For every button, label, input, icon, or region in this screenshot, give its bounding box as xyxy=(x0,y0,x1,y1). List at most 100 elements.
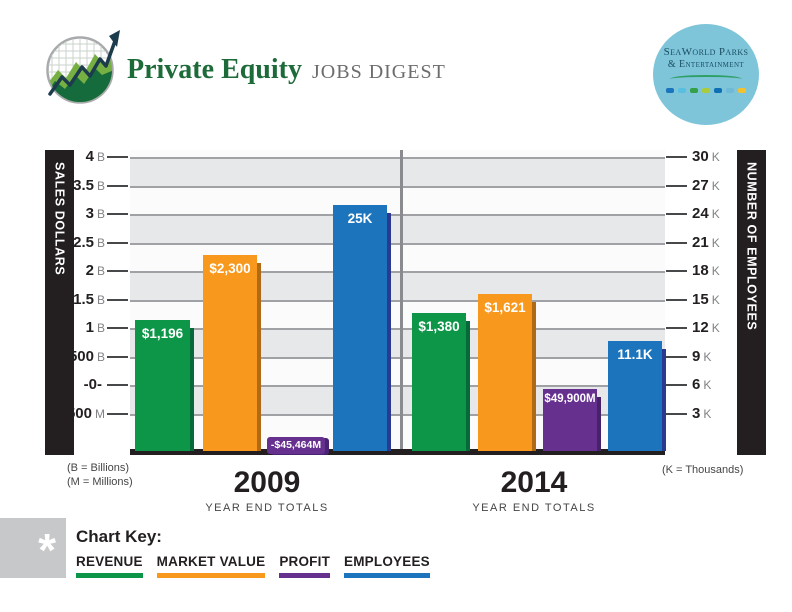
gridline xyxy=(130,157,665,159)
tick-unit: B xyxy=(96,350,105,364)
tick-mark xyxy=(666,242,687,244)
left-axis-tick: -0- xyxy=(40,375,105,395)
tick-value: 1 xyxy=(85,319,94,336)
gridline xyxy=(130,328,665,330)
tick-value: 27 xyxy=(692,177,709,194)
tick-unit: K xyxy=(703,378,712,392)
tick-mark xyxy=(107,384,128,386)
legend-swatch-revenue xyxy=(76,573,143,578)
tick-mark xyxy=(107,327,128,329)
group-divider-line xyxy=(400,150,403,455)
tick-unit: K xyxy=(703,407,712,421)
right-axis-title: NUMBER OF EMPLOYEES xyxy=(744,162,759,331)
tick-value: 30 xyxy=(692,148,709,165)
bar-2009-employees: 25K xyxy=(333,205,391,451)
bar-2014-revenue: $1,380 xyxy=(412,313,470,451)
grid-band xyxy=(130,214,665,243)
tick-mark xyxy=(666,270,687,272)
bar-2009-market-value: $2,300 xyxy=(203,255,261,451)
tick-unit: K xyxy=(711,321,720,335)
tick-unit: K xyxy=(703,350,712,364)
tick-value: 2.5 xyxy=(73,234,94,251)
park-brand-icon xyxy=(726,88,734,93)
asterisk-icon: * xyxy=(38,524,56,576)
left-axis-tick: 2.5 B xyxy=(40,233,105,253)
tick-unit: K xyxy=(711,150,720,164)
tick-mark xyxy=(107,213,128,215)
tick-unit: B xyxy=(96,293,105,307)
group-year-2014: 2014 xyxy=(500,466,568,499)
tick-mark xyxy=(666,185,687,187)
gridline xyxy=(130,214,665,216)
page-title: Private Equity xyxy=(127,54,302,85)
seaworld-logo: SeaWorld Parks & Entertainment xyxy=(653,24,759,125)
left-axis-tick: 500 B xyxy=(40,347,105,367)
logo-trend-line xyxy=(48,39,117,96)
footnote-millions: (M = Millions) xyxy=(67,476,133,488)
footnote-billions: (B = Billions) xyxy=(67,462,130,474)
right-axis-tick: 30 K xyxy=(692,147,762,167)
legend-swatch-employees xyxy=(344,573,430,578)
group-caption-2009: YEAR END TOTALS xyxy=(205,502,329,514)
legend-item-revenue: REVENUE xyxy=(76,554,143,578)
tick-unit: B xyxy=(96,150,105,164)
right-axis-title-bar: NUMBER OF EMPLOYEES xyxy=(737,150,766,455)
left-axis-title-bar: SALES DOLLARS xyxy=(45,150,74,455)
tick-mark xyxy=(107,270,128,272)
park-brand-icon xyxy=(666,88,674,93)
park-brand-icon xyxy=(714,88,722,93)
gridline xyxy=(130,271,665,273)
tick-value: 3 xyxy=(692,405,701,422)
left-axis-title: SALES DOLLARS xyxy=(52,162,67,276)
tick-mark xyxy=(107,356,128,358)
bar-2014-profit: $49,900M xyxy=(543,389,601,451)
bar-2014-employees: 11.1K xyxy=(608,341,666,451)
footnote-thousands: (K = Thousands) xyxy=(662,464,744,476)
tick-unit: M xyxy=(95,407,105,421)
tick-unit: K xyxy=(711,179,720,193)
tick-value: 15 xyxy=(692,291,709,308)
tick-unit: B xyxy=(96,321,105,335)
legend-label: MARKET VALUE xyxy=(156,554,266,569)
park-brand-icon xyxy=(702,88,710,93)
bar-2014-market-value: $1,621 xyxy=(478,294,536,451)
logo-mountains-front xyxy=(48,68,112,102)
group-year-2009: 2009 xyxy=(233,466,301,499)
legend-label: EMPLOYEES xyxy=(344,554,430,569)
tick-unit: B xyxy=(96,179,105,193)
logo-arrow-head xyxy=(109,30,120,47)
tick-value: 3.5 xyxy=(73,177,94,194)
tick-value: 9 xyxy=(692,348,701,365)
tick-mark xyxy=(107,156,128,158)
gridline xyxy=(130,385,665,387)
bar-value-label: $1,621 xyxy=(484,300,526,315)
tick-unit: K xyxy=(711,293,720,307)
tick-mark xyxy=(666,213,687,215)
seaworld-logo-line2: & Entertainment xyxy=(667,59,745,70)
right-axis-tick: 15 K xyxy=(692,290,762,310)
legend-swatch-profit xyxy=(279,573,331,578)
tick-mark xyxy=(107,299,128,301)
gridline xyxy=(130,186,665,188)
tick-value: 2 xyxy=(85,262,94,279)
left-axis-tick: 1.5 B xyxy=(40,290,105,310)
park-brand-icon xyxy=(678,88,686,93)
right-axis-tick: 21 K xyxy=(692,233,762,253)
tick-value: 6 xyxy=(692,376,701,393)
tick-value: 1.5 xyxy=(73,291,94,308)
chart-baseline xyxy=(130,449,665,455)
tick-value: 500 xyxy=(68,348,94,365)
tick-mark xyxy=(107,242,128,244)
bar-2009-profit-label: -$45,464M xyxy=(267,437,325,454)
gridline xyxy=(130,414,665,416)
tick-mark xyxy=(666,156,687,158)
tick-mark xyxy=(666,327,687,329)
legend-item-market-value: MARKET VALUE xyxy=(156,554,266,578)
bar-value-label: $2,300 xyxy=(209,261,251,276)
right-axis-tick: 24 K xyxy=(692,204,762,224)
